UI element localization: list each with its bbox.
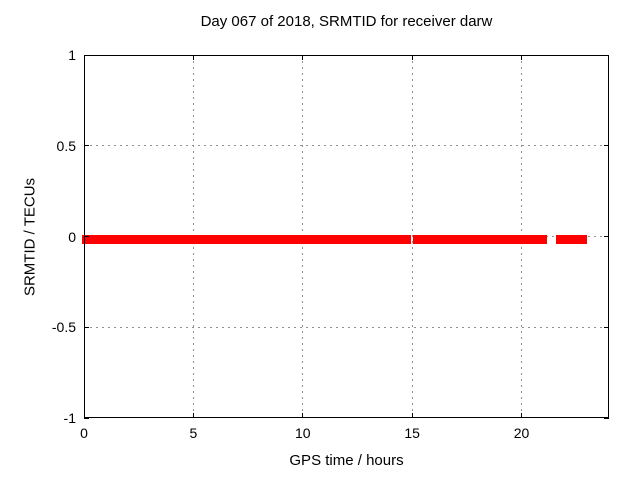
tick-mark-left <box>84 145 89 147</box>
tick-mark-right <box>604 326 609 328</box>
tick-mark-right <box>604 236 609 237</box>
tick-mark-top <box>83 55 85 60</box>
tick-mark-left <box>84 326 89 328</box>
tick-mark-top <box>411 55 413 60</box>
tick-mark-top <box>302 55 304 60</box>
data-series-segment <box>425 234 536 244</box>
x-tick-label: 15 <box>404 425 420 441</box>
y-tick-label: 0 <box>68 228 76 245</box>
chart-title: Day 067 of 2018, SRMTID for receiver dar… <box>200 13 493 30</box>
y-tick-label: -0.5 <box>51 319 76 336</box>
tick-mark-left <box>84 54 89 56</box>
data-series-segment <box>556 234 587 244</box>
gridline-horizontal <box>84 145 609 147</box>
x-tick-label: 5 <box>189 425 198 441</box>
tick-mark-bottom <box>192 413 194 418</box>
y-tick-label: -1 <box>63 410 76 426</box>
x-tick-label: 20 <box>513 425 530 441</box>
tick-mark-top <box>521 55 522 60</box>
data-series-segment <box>540 234 547 244</box>
x-tick-label: 0 <box>80 425 88 441</box>
tick-mark-right <box>604 145 609 147</box>
tick-mark-left <box>84 236 89 237</box>
y-tick-label: 0.5 <box>56 137 76 154</box>
y-tick-label: 1 <box>68 47 76 63</box>
tick-mark-left <box>84 417 89 419</box>
gridline-horizontal <box>84 326 609 328</box>
tick-mark-right <box>604 54 609 56</box>
tick-mark-top <box>192 55 194 60</box>
tick-mark-bottom <box>521 413 522 418</box>
x-axis-label: GPS time / hours <box>289 452 404 469</box>
data-series-segment <box>412 234 426 244</box>
data-series-segment <box>533 234 543 244</box>
plot-area <box>82 54 609 419</box>
x-tick-label: 10 <box>294 425 311 441</box>
tick-mark-bottom <box>411 413 413 418</box>
data-series-segment <box>82 234 412 244</box>
tick-mark-right <box>604 417 609 419</box>
tick-mark-bottom <box>302 413 304 418</box>
